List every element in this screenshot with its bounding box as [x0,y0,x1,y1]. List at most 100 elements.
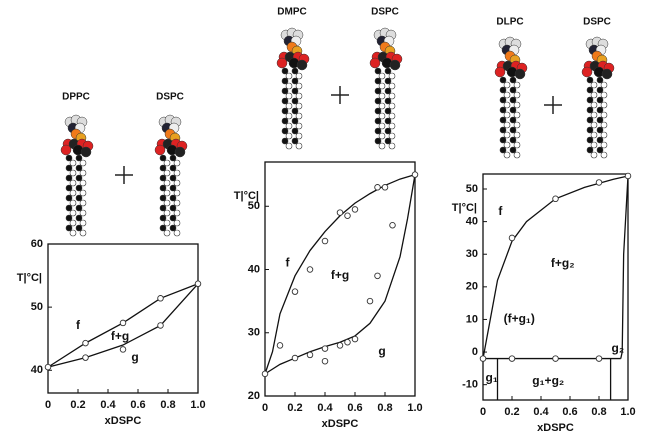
region-label: f [76,318,81,332]
data-point [306,351,314,359]
molecule-chain-atom [281,117,289,125]
data-point [508,234,516,242]
molecule-chain-atom [169,194,177,202]
molecule-chain-atom [374,127,382,135]
molecule-chain-atom [374,107,382,115]
molecule-chain-atom [384,67,392,75]
molecule-chain-atom [65,194,73,202]
molecule-chain-atom [169,174,177,182]
data-point [344,338,351,346]
data-point [389,221,396,229]
data-point [374,272,381,280]
phase-boundary [482,175,629,359]
data-point [82,354,89,361]
plot-frame [47,243,199,394]
data-point [291,288,299,295]
molecule-chain-atom [513,101,521,109]
molecule-chain-atom [378,82,386,90]
molecule-chain-atom [291,127,299,135]
molecule-atom [276,57,288,69]
y-tick-label: 20 [466,281,478,293]
molecule-chain-atom [173,189,181,197]
y-tick-label: 60 [31,238,43,250]
data-point [157,295,164,302]
molecule-chain-atom [509,146,517,154]
molecule-chain-atom [509,106,517,114]
molecule-chain-atom [295,82,303,90]
molecule-chain-atom [295,102,303,110]
molecule-chain-atom [384,107,392,115]
molecule-chain-atom [509,126,517,134]
molecule-chain-atom [503,121,511,129]
data-point [351,206,359,213]
molecule-chain-atom [295,132,303,140]
molecule-chain-atom [281,137,289,145]
molecule-chain-atom [596,146,604,154]
data-point [595,179,603,186]
molecule-chain-atom [65,184,73,192]
molecule-chain-atom [285,102,293,110]
molecule-chain-atom [499,146,507,154]
molecule-chain-atom [374,87,382,95]
molecule-chain-atom [378,132,386,140]
molecule-chain-atom [513,151,521,159]
molecule-chain-atom [163,199,171,207]
molecule-chain-atom [295,122,303,130]
molecule-chain-atom [384,97,392,105]
molecule-atom [601,68,613,80]
phase-boundary [620,175,629,359]
molecule-chain-atom [374,117,382,125]
molecule-chain-atom [163,229,171,237]
molecule-chain-atom [65,224,73,232]
molecule-chain-atom [69,219,77,227]
molecule-name: DMPC [277,7,306,18]
molecule-chain-atom [159,164,167,172]
molecule-chain-atom [173,209,181,217]
data-point [291,354,299,362]
y-axis-label: T|°C| [452,202,477,214]
molecule-chain-atom [378,92,386,100]
x-tick-label: 0.6 [130,399,145,411]
data-point [321,237,329,245]
molecule-chain-atom [509,116,517,124]
molecule-chain-atom [596,106,604,114]
molecule-chain-atom [384,87,392,95]
molecule-chain-atom [285,122,293,130]
x-tick-label: 0 [262,402,268,414]
molecule-chain-atom [75,174,83,182]
molecule-chain-atom [79,159,87,167]
molecule-chain-atom [590,131,598,139]
x-axis-label: xDSPC [322,418,359,430]
molecule-chain-atom [499,126,507,134]
region-label: f+g₂ [551,256,575,270]
molecule-chain-atom [590,121,598,129]
x-tick-label: 1.0 [190,399,205,411]
data-point [336,342,344,349]
molecule-atom [581,66,593,78]
molecule-chain-atom [281,87,289,95]
molecule-chain-atom [75,224,83,232]
data-point [344,212,351,220]
molecule-chain-atom [281,97,289,105]
molecule-chain-atom [159,204,167,212]
molecule-chain-atom [291,117,299,125]
region-label: (f+g₁) [504,312,535,326]
molecule-atom [174,146,186,158]
data-point [306,266,314,273]
molecule-chain-atom [586,96,594,104]
x-tick-label: 1.0 [407,402,422,414]
molecule-name: DSPC [156,92,184,103]
molecule-name: DPPC [62,92,90,103]
y-tick-label: 40 [248,263,260,275]
molecule-chain-atom [378,112,386,120]
data-point [276,342,284,349]
molecule-chain-atom [503,111,511,119]
region-label: f [498,204,503,218]
molecule-chain-atom [79,179,87,187]
molecule-chain-atom [378,122,386,130]
data-point [119,346,127,353]
x-tick-label: 0.4 [100,399,116,411]
molecule-chain-atom [169,214,177,222]
molecule-chain-atom [600,91,608,99]
molecule-atom [60,144,72,156]
